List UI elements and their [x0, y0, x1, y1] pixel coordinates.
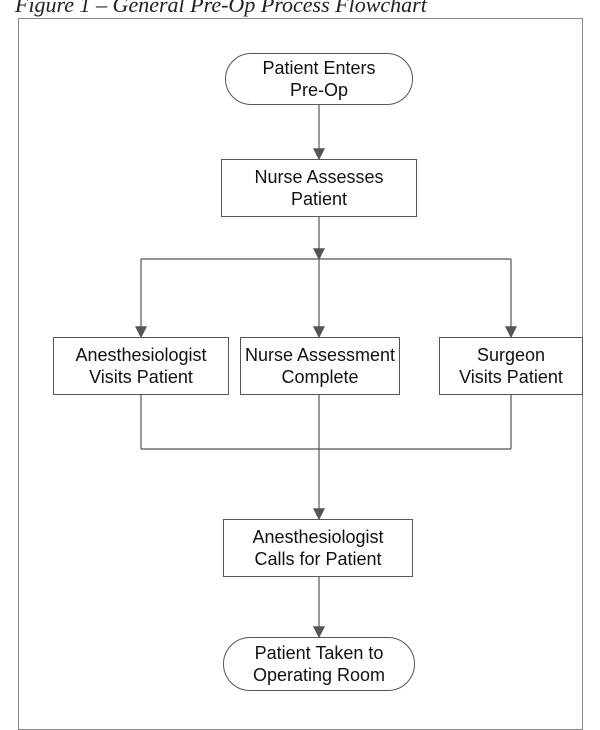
node-label: Patient Taken toOperating Room: [253, 642, 385, 687]
node-call: AnesthesiologistCalls for Patient: [223, 519, 413, 577]
figure-caption: Figure 1 – General Pre-Op Process Flowch…: [15, 0, 427, 18]
node-label: SurgeonVisits Patient: [459, 344, 563, 389]
node-label: Patient EntersPre-Op: [262, 57, 375, 102]
node-label: AnesthesiologistVisits Patient: [75, 344, 206, 389]
node-label: Nurse AssessmentComplete: [245, 344, 395, 389]
node-surg: SurgeonVisits Patient: [439, 337, 583, 395]
node-nac: Nurse AssessmentComplete: [240, 337, 400, 395]
diagram-frame: Patient EntersPre-Op Nurse AssessesPatien…: [18, 18, 583, 730]
node-anes: AnesthesiologistVisits Patient: [53, 337, 229, 395]
node-label: AnesthesiologistCalls for Patient: [252, 526, 383, 571]
node-assess: Nurse AssessesPatient: [221, 159, 417, 217]
node-end: Patient Taken toOperating Room: [223, 637, 415, 691]
node-start: Patient EntersPre-Op: [225, 53, 413, 105]
node-label: Nurse AssessesPatient: [254, 166, 383, 211]
